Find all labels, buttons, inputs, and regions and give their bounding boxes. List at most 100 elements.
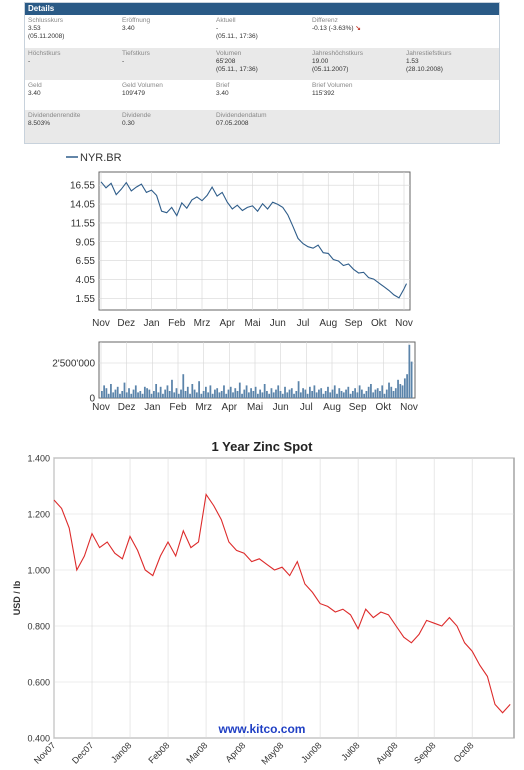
- zinc-x-tick-label: May08: [259, 740, 285, 766]
- volume-bar: [101, 391, 103, 398]
- volume-bar: [315, 392, 318, 398]
- details-value: 109'479: [122, 90, 145, 97]
- details-label: Volumen: [216, 50, 242, 57]
- details-label: Dividendendatum: [216, 112, 267, 119]
- volume-bar: [207, 392, 210, 398]
- details-cell: Aktuell - (05.11., 17:36): [216, 17, 258, 41]
- volume-bar: [333, 385, 336, 398]
- details-cell: Dividende 0.30: [122, 112, 151, 128]
- volume-bar: [139, 391, 142, 398]
- price-x-tick-label: Feb: [168, 318, 186, 329]
- volume-bar: [119, 393, 121, 398]
- volume-bar: [295, 391, 298, 398]
- details-row: Geld 3.40 Geld Volumen 109'479 Brief 3.40 Brie…: [25, 80, 499, 110]
- volume-bar: [184, 391, 187, 398]
- volume-bar: [112, 392, 115, 398]
- volume-x-tick-label: Nov: [400, 402, 418, 413]
- details-cell: Eröffnung 3.40: [122, 17, 150, 33]
- price-y-tick-label: 11.55: [71, 218, 96, 229]
- volume-bar: [114, 389, 117, 398]
- volume-bar: [211, 393, 214, 398]
- details-value: -0.13 (-3.63%) ↘: [312, 25, 361, 32]
- volume-bar: [372, 392, 375, 398]
- volume-bar: [302, 388, 304, 398]
- volume-bar: [216, 388, 219, 398]
- volume-bar: [288, 389, 291, 398]
- volume-bar: [146, 388, 148, 398]
- details-value: 19.00: [312, 58, 329, 65]
- volume-bar: [318, 389, 320, 398]
- volume-bar: [363, 393, 366, 398]
- volume-y-tick-label: 0: [89, 394, 95, 405]
- volume-bar: [157, 392, 160, 398]
- price-x-tick-label: Mrz: [194, 318, 211, 329]
- volume-bar: [290, 388, 293, 398]
- volume-bar: [234, 388, 237, 398]
- price-y-tick-label: 1.55: [76, 294, 96, 305]
- volume-bar: [345, 389, 347, 398]
- volume-bar: [189, 393, 191, 398]
- details-value: 115'392: [312, 90, 335, 97]
- volume-bar: [195, 392, 198, 398]
- volume-bar: [356, 392, 359, 398]
- volume-bar: [223, 385, 225, 398]
- volume-bar: [293, 393, 295, 398]
- details-value: 0.30: [122, 120, 135, 127]
- details-value: 3.40: [28, 90, 41, 97]
- volume-bar: [162, 393, 164, 398]
- volume-bar: [275, 389, 277, 398]
- volume-bar: [259, 389, 262, 398]
- details-label: Geld Volumen: [122, 82, 163, 89]
- details-value: 65'208: [216, 58, 236, 65]
- volume-x-tick-label: Sep: [349, 402, 367, 413]
- zinc-y-tick-label: 1.200: [27, 510, 50, 520]
- zinc-plot-frame: [53, 457, 515, 739]
- zinc-y-tick-label: 0.800: [27, 622, 50, 632]
- volume-bar: [200, 393, 203, 398]
- details-value: -: [216, 25, 219, 32]
- volume-bar: [354, 388, 356, 398]
- volume-bar: [250, 388, 252, 398]
- zinc-x-tick-label: Feb08: [146, 740, 171, 765]
- volume-bar: [193, 389, 196, 398]
- price-x-tick-label: Nov: [395, 318, 413, 329]
- volume-bar: [270, 388, 273, 398]
- volume-bar: [182, 374, 185, 398]
- volume-bar: [202, 391, 205, 398]
- volume-bar: [134, 385, 137, 398]
- volume-x-tick-label: Nov: [92, 402, 110, 413]
- details-cell: Brief 3.40: [216, 82, 229, 98]
- details-label: Differenz: [312, 17, 338, 24]
- volume-bar: [349, 393, 352, 398]
- volume-bar: [247, 392, 250, 398]
- volume-bar: [370, 384, 372, 398]
- price-x-tick-label: Dez: [117, 318, 135, 329]
- volume-bar: [121, 391, 124, 398]
- volume-bar: [358, 385, 361, 398]
- volume-bar: [257, 393, 259, 398]
- volume-bar: [229, 386, 232, 398]
- details-value: (05.11., 17:36): [216, 33, 258, 40]
- down-arrow-icon: ↘: [353, 25, 361, 32]
- details-cell: Volumen 65'208 (05.11., 17:36): [216, 50, 258, 74]
- volume-bar: [399, 384, 402, 398]
- zinc-x-tick-label: Apr08: [223, 740, 247, 764]
- volume-bar: [128, 388, 130, 398]
- details-label: Tiefstkurs: [122, 50, 150, 57]
- details-value: -: [28, 58, 31, 65]
- price-x-tick-label: Aug: [319, 318, 337, 329]
- volume-bar: [297, 381, 300, 398]
- volume-bar: [311, 391, 314, 398]
- volume-bar: [281, 393, 284, 398]
- details-cell: Geld 3.40: [28, 82, 42, 98]
- volume-bar: [379, 391, 381, 398]
- details-row: Dividendenrendite 8.503% Dividende 0.30 Divi…: [25, 110, 499, 143]
- volume-bar: [408, 344, 411, 398]
- volume-bar: [263, 384, 266, 398]
- details-value: (28.10.2008): [406, 66, 443, 73]
- volume-bar: [236, 391, 239, 398]
- price-x-tick-label: Nov: [92, 318, 110, 329]
- zinc-x-tick-label: Jan08: [109, 740, 133, 764]
- details-value: 8.503%: [28, 120, 51, 127]
